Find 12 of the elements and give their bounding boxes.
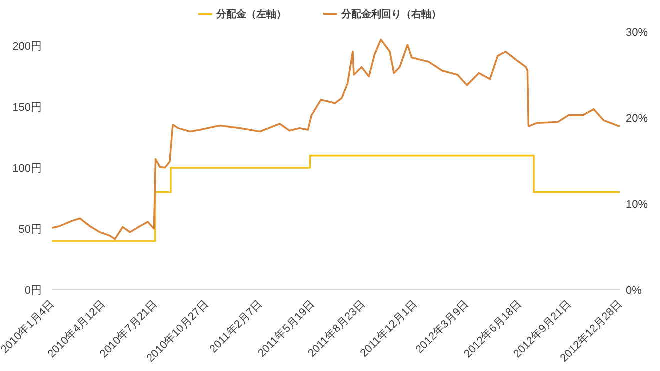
- legend-label: 分配金（左軸）: [216, 8, 286, 20]
- y2-tick-label: 30%: [626, 26, 648, 39]
- y-tick-label: 150円: [12, 102, 42, 114]
- line-series: [51, 38, 621, 240]
- y-tick-label: 50円: [18, 224, 42, 236]
- y-tick-label: 100円: [12, 162, 42, 175]
- legend-label: 分配金利回り（右軸）: [340, 8, 442, 20]
- y2-tick-label: 0%: [626, 284, 642, 297]
- y2-tick-label: 10%: [626, 198, 648, 211]
- y-tick-label: 0円: [24, 284, 42, 297]
- y-tick-label: 200円: [12, 40, 42, 53]
- y2-tick-label: 20%: [626, 112, 648, 125]
